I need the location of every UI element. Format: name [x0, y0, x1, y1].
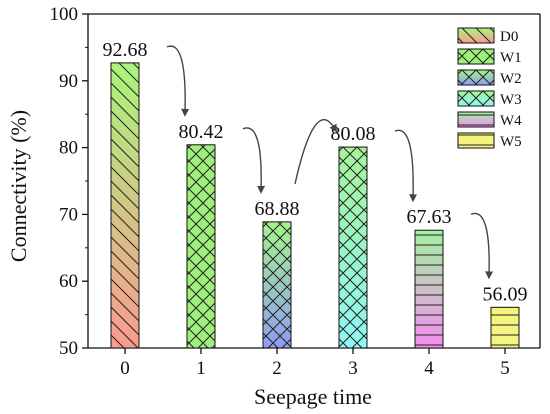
- bar-value-label: 56.09: [483, 283, 528, 305]
- bar-W2: [262, 221, 292, 349]
- legend: D0 W1 W2 W3 W4 W5: [457, 27, 522, 150]
- legend-label: W1: [500, 50, 522, 66]
- x-tick-label: 1: [196, 358, 206, 379]
- x-tick-label: 3: [348, 358, 358, 379]
- legend-label: W5: [500, 134, 522, 150]
- trend-arrow: [394, 129, 418, 203]
- y-tick-label: 80: [59, 138, 78, 159]
- y-tick-label: 90: [59, 71, 78, 92]
- trend-arrow: [294, 118, 338, 185]
- bar-value-label: 80.42: [179, 121, 224, 143]
- bar-value-label: 68.88: [255, 198, 300, 220]
- bar-W3: [338, 146, 368, 349]
- legend-swatch-D0: [457, 27, 495, 44]
- y-axis-title: Connectivity (%): [6, 110, 31, 262]
- legend-swatch-W4: [457, 111, 495, 128]
- bar-W1: [186, 144, 216, 349]
- bar-W5: [490, 306, 520, 349]
- legend-swatch-W5: [457, 132, 495, 149]
- trend-arrow: [166, 45, 190, 117]
- bar-value-label: 80.08: [331, 123, 376, 145]
- bar-value-label: 92.68: [103, 39, 148, 61]
- x-tick-label: 4: [424, 358, 434, 379]
- bar-W4: [414, 229, 444, 349]
- x-tick-label: 0: [120, 358, 130, 379]
- legend-label: W3: [500, 92, 522, 108]
- legend-label: W4: [500, 113, 522, 129]
- x-tick-label: 2: [272, 358, 282, 379]
- y-tick-label: 50: [59, 338, 78, 359]
- trend-arrow: [242, 127, 266, 194]
- y-tick-label: 60: [59, 271, 78, 292]
- x-axis-title: Seepage time: [254, 384, 372, 409]
- bar-value-label: 67.63: [407, 206, 452, 228]
- trend-arrow: [470, 212, 494, 280]
- x-tick-label: 5: [500, 358, 510, 379]
- bar-D0: [110, 62, 140, 349]
- y-tick-label: 70: [59, 204, 78, 225]
- legend-label: D0: [500, 29, 518, 45]
- y-tick-label: 100: [50, 4, 79, 25]
- legend-swatch-W3: [457, 90, 495, 107]
- legend-label: W2: [500, 71, 522, 87]
- legend-swatch-W2: [457, 69, 495, 86]
- legend-swatch-W1: [457, 48, 495, 65]
